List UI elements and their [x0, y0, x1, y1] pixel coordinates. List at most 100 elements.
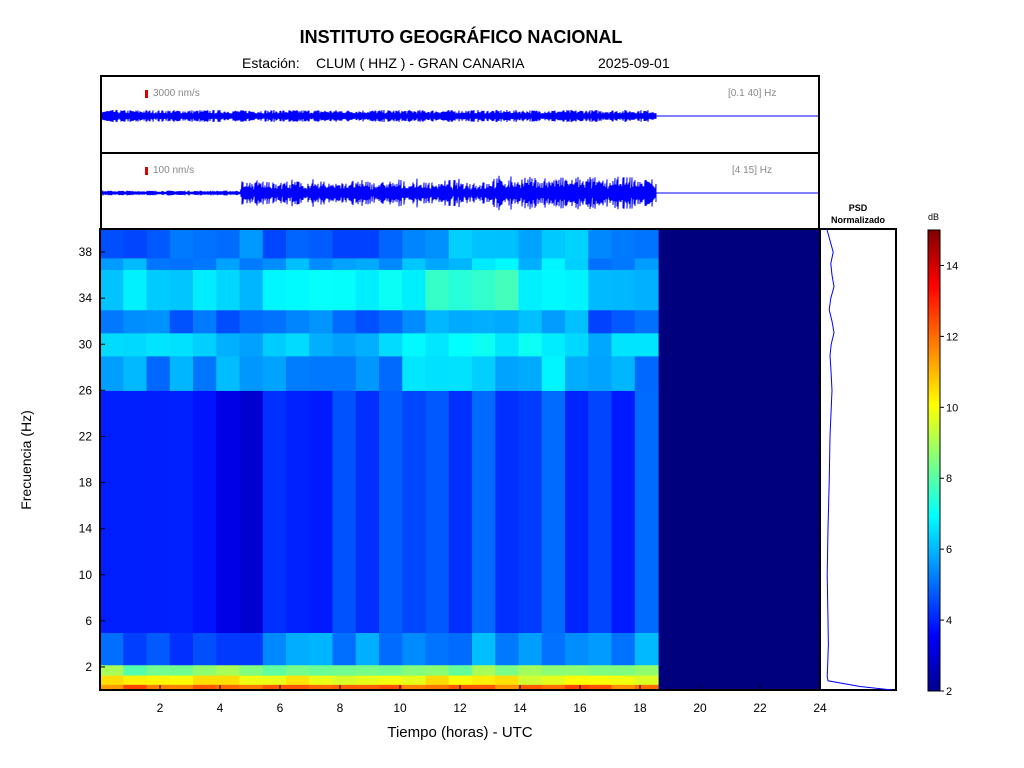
spectrogram-cell — [309, 355, 334, 391]
spectrogram-cell — [611, 355, 636, 391]
colorbar-tick-label: 2 — [946, 686, 952, 698]
colorbar-tick-label: 14 — [946, 260, 958, 272]
spectrogram-cell — [216, 684, 241, 691]
spectrogram-cell — [634, 632, 659, 666]
spectrogram-cell — [611, 269, 636, 311]
spectrogram-cell — [518, 632, 543, 666]
spectrogram-cell — [379, 632, 403, 666]
spectrogram-cell — [565, 675, 589, 685]
spectrogram-cell — [495, 390, 520, 633]
spectrogram-cell — [379, 269, 403, 311]
spectrogram-cell — [216, 229, 241, 259]
y-tick-label: 26 — [79, 383, 93, 397]
colorbar-tick-label: 4 — [946, 615, 952, 627]
spectrogram-cell — [634, 355, 659, 391]
spectrogram-cell — [239, 684, 264, 691]
spectrogram-cell — [541, 332, 566, 357]
spectrogram-cell — [634, 257, 659, 270]
spectrogram-cell — [193, 664, 217, 676]
spectrogram-cell — [379, 390, 403, 633]
spectrogram-cell — [495, 332, 520, 357]
spectrogram-cell — [262, 664, 287, 676]
spectrogram-cell — [379, 332, 403, 357]
spectrogram-cell — [146, 664, 171, 676]
spectrogram-cell — [123, 664, 148, 676]
spectrogram-cell — [425, 675, 450, 685]
spectrogram-cell — [332, 309, 357, 334]
spectrogram-cell — [588, 355, 613, 391]
spectrogram-cell — [611, 332, 636, 357]
spectrogram-cell — [448, 684, 473, 691]
spectrogram-cell — [332, 684, 357, 691]
spectrogram-cell — [355, 257, 380, 270]
spectrogram-cell — [448, 257, 473, 270]
spectrogram-cell — [239, 675, 264, 685]
spectrogram-cell — [588, 257, 613, 270]
spectrogram-cell — [100, 257, 124, 270]
y-axis-label: Frecuencia (Hz) — [18, 410, 34, 510]
spectrogram-cell — [123, 257, 148, 270]
spectrogram-cell — [286, 675, 310, 685]
psd-title-line2: Normalizado — [830, 215, 885, 225]
spectrogram-cell — [541, 664, 566, 676]
spectrogram-cell — [541, 632, 566, 666]
spectrogram-cell — [355, 390, 380, 633]
trace-panel-filtered: 100 nm/s [4 15] Hz — [100, 152, 820, 231]
spectrogram-cell — [565, 684, 589, 691]
spectrogram-cell — [332, 664, 357, 676]
spectrogram-cell — [286, 684, 310, 691]
spectrogram-cell — [169, 229, 194, 259]
spectrogram-cell — [123, 684, 148, 691]
spectrogram-cell — [123, 675, 148, 685]
spectrogram-cell — [495, 257, 520, 270]
spectrogram-cell — [472, 332, 496, 357]
spectrogram-cell — [402, 309, 427, 334]
spectrogram-cell — [123, 632, 148, 666]
spectrogram-cell — [332, 675, 357, 685]
spectrogram-cell — [146, 684, 171, 691]
spectrogram-cell — [309, 664, 334, 676]
spectrogram-cell — [169, 390, 194, 633]
spectrogram-cell — [495, 664, 520, 676]
spectrogram-cell — [355, 632, 380, 666]
spectrogram-cell — [448, 664, 473, 676]
spectrogram-cell — [541, 309, 566, 334]
spectrogram-cell — [355, 229, 380, 259]
spectrogram-cell — [100, 229, 124, 259]
spectrogram-cell — [262, 684, 287, 691]
spectrogram-cell — [216, 332, 241, 357]
spectrogram-cell — [495, 355, 520, 391]
spectrogram-cell — [286, 269, 310, 311]
spectrogram-cell — [193, 355, 217, 391]
spectrogram-cell — [495, 269, 520, 311]
trace-band-label: [0.1 40] Hz — [728, 88, 777, 99]
spectrogram-cell — [611, 664, 636, 676]
spectrogram-cell — [146, 390, 171, 633]
scale-marker — [145, 90, 148, 98]
spectrogram-cell — [472, 390, 496, 633]
spectrogram-cell — [518, 332, 543, 357]
spectrogram-cell — [518, 269, 543, 311]
spectrogram-cell — [541, 269, 566, 311]
spectrogram-cell — [495, 675, 520, 685]
spectrogram-cell — [262, 257, 287, 270]
spectrogram-cell — [286, 664, 310, 676]
spectrogram-cell — [472, 675, 496, 685]
spectrogram-cell — [634, 675, 659, 685]
colorbar-axis: 2 4 6 8 10 12 14 — [940, 260, 958, 698]
spectrogram-cell — [123, 309, 148, 334]
spectrogram-cell — [402, 229, 427, 259]
colorbar-tick-label: 12 — [946, 331, 958, 343]
spectrogram-cell — [193, 309, 217, 334]
x-tick-label: 12 — [453, 701, 467, 715]
spectrogram-cell — [588, 269, 613, 311]
spectrogram-cell — [169, 664, 194, 676]
spectrogram-cell — [448, 269, 473, 311]
spectrogram-cell — [448, 390, 473, 633]
spectrogram-cell — [146, 309, 171, 334]
spectrogram-cell — [262, 675, 287, 685]
spectrogram-cell — [634, 309, 659, 334]
x-tick-label: 16 — [573, 701, 587, 715]
spectrogram-cell — [146, 632, 171, 666]
